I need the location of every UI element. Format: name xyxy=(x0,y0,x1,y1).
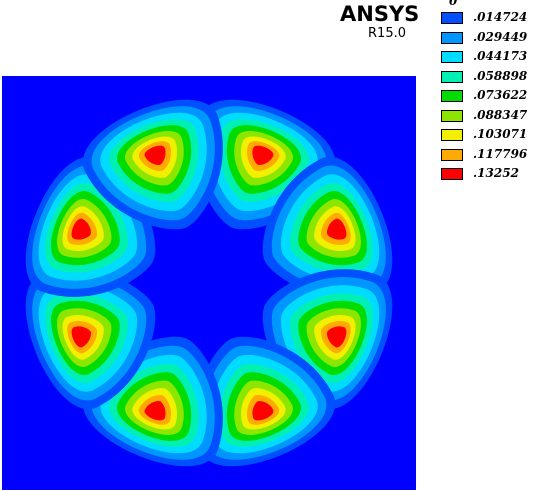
legend-swatch xyxy=(441,51,463,63)
legend-entry: .073622 xyxy=(441,86,537,104)
legend-entry: .13252 xyxy=(441,164,537,182)
legend-swatch xyxy=(441,168,463,180)
legend-label: .13252 xyxy=(473,166,519,180)
contour-legend: 0 .014724 .029449 .044173 .058898 .073622 .088… xyxy=(441,0,537,200)
legend-label: .014724 xyxy=(473,10,528,24)
release-version: R15.0 xyxy=(368,26,406,41)
contour-band xyxy=(327,326,347,348)
contour-band xyxy=(252,401,274,421)
legend-swatch xyxy=(441,31,463,44)
legend-swatch xyxy=(441,90,463,102)
legend-label: 0 xyxy=(449,0,458,8)
contour-lobes xyxy=(25,99,393,467)
contour-band xyxy=(144,145,166,165)
legend-entry: .103071 xyxy=(441,125,537,143)
legend-label: .088347 xyxy=(473,107,528,122)
legend-swatch xyxy=(441,70,463,83)
contour-band xyxy=(252,145,274,165)
legend-label: .073622 xyxy=(473,88,528,102)
legend-label: .103071 xyxy=(473,127,528,141)
contour-lobe xyxy=(195,99,336,230)
legend-swatch xyxy=(441,109,463,122)
legend-entry: .058898 xyxy=(441,67,537,85)
contour-band xyxy=(327,218,347,240)
contour-band xyxy=(144,401,166,421)
legend-label: .058898 xyxy=(473,68,528,83)
legend-entry: .029449 xyxy=(441,28,537,46)
legend-label: .117796 xyxy=(473,146,528,161)
contour-band xyxy=(71,326,91,348)
contour-band xyxy=(71,218,91,240)
contour-plot xyxy=(2,76,416,490)
legend-label: .029449 xyxy=(473,29,528,44)
legend-entry: .088347 xyxy=(441,106,537,124)
legend-swatch xyxy=(441,129,463,141)
legend-entry: .044173 xyxy=(441,47,537,65)
contour-lobe xyxy=(25,156,156,297)
legend-entry: 0 xyxy=(441,0,537,18)
contour-lobe xyxy=(262,156,393,297)
contour-lobe xyxy=(25,269,156,410)
ansys-brand: ANSYS R15.0 xyxy=(340,2,420,42)
legend-entry: .014724 xyxy=(441,8,537,26)
legend-swatch xyxy=(441,12,463,24)
legend-label: .044173 xyxy=(473,49,528,63)
legend-swatch xyxy=(441,148,463,161)
contour-lobe xyxy=(82,99,223,230)
contour-lobe xyxy=(195,336,336,467)
ansys-logo-text: ANSYS xyxy=(340,2,420,26)
legend-entry: .117796 xyxy=(441,145,537,163)
